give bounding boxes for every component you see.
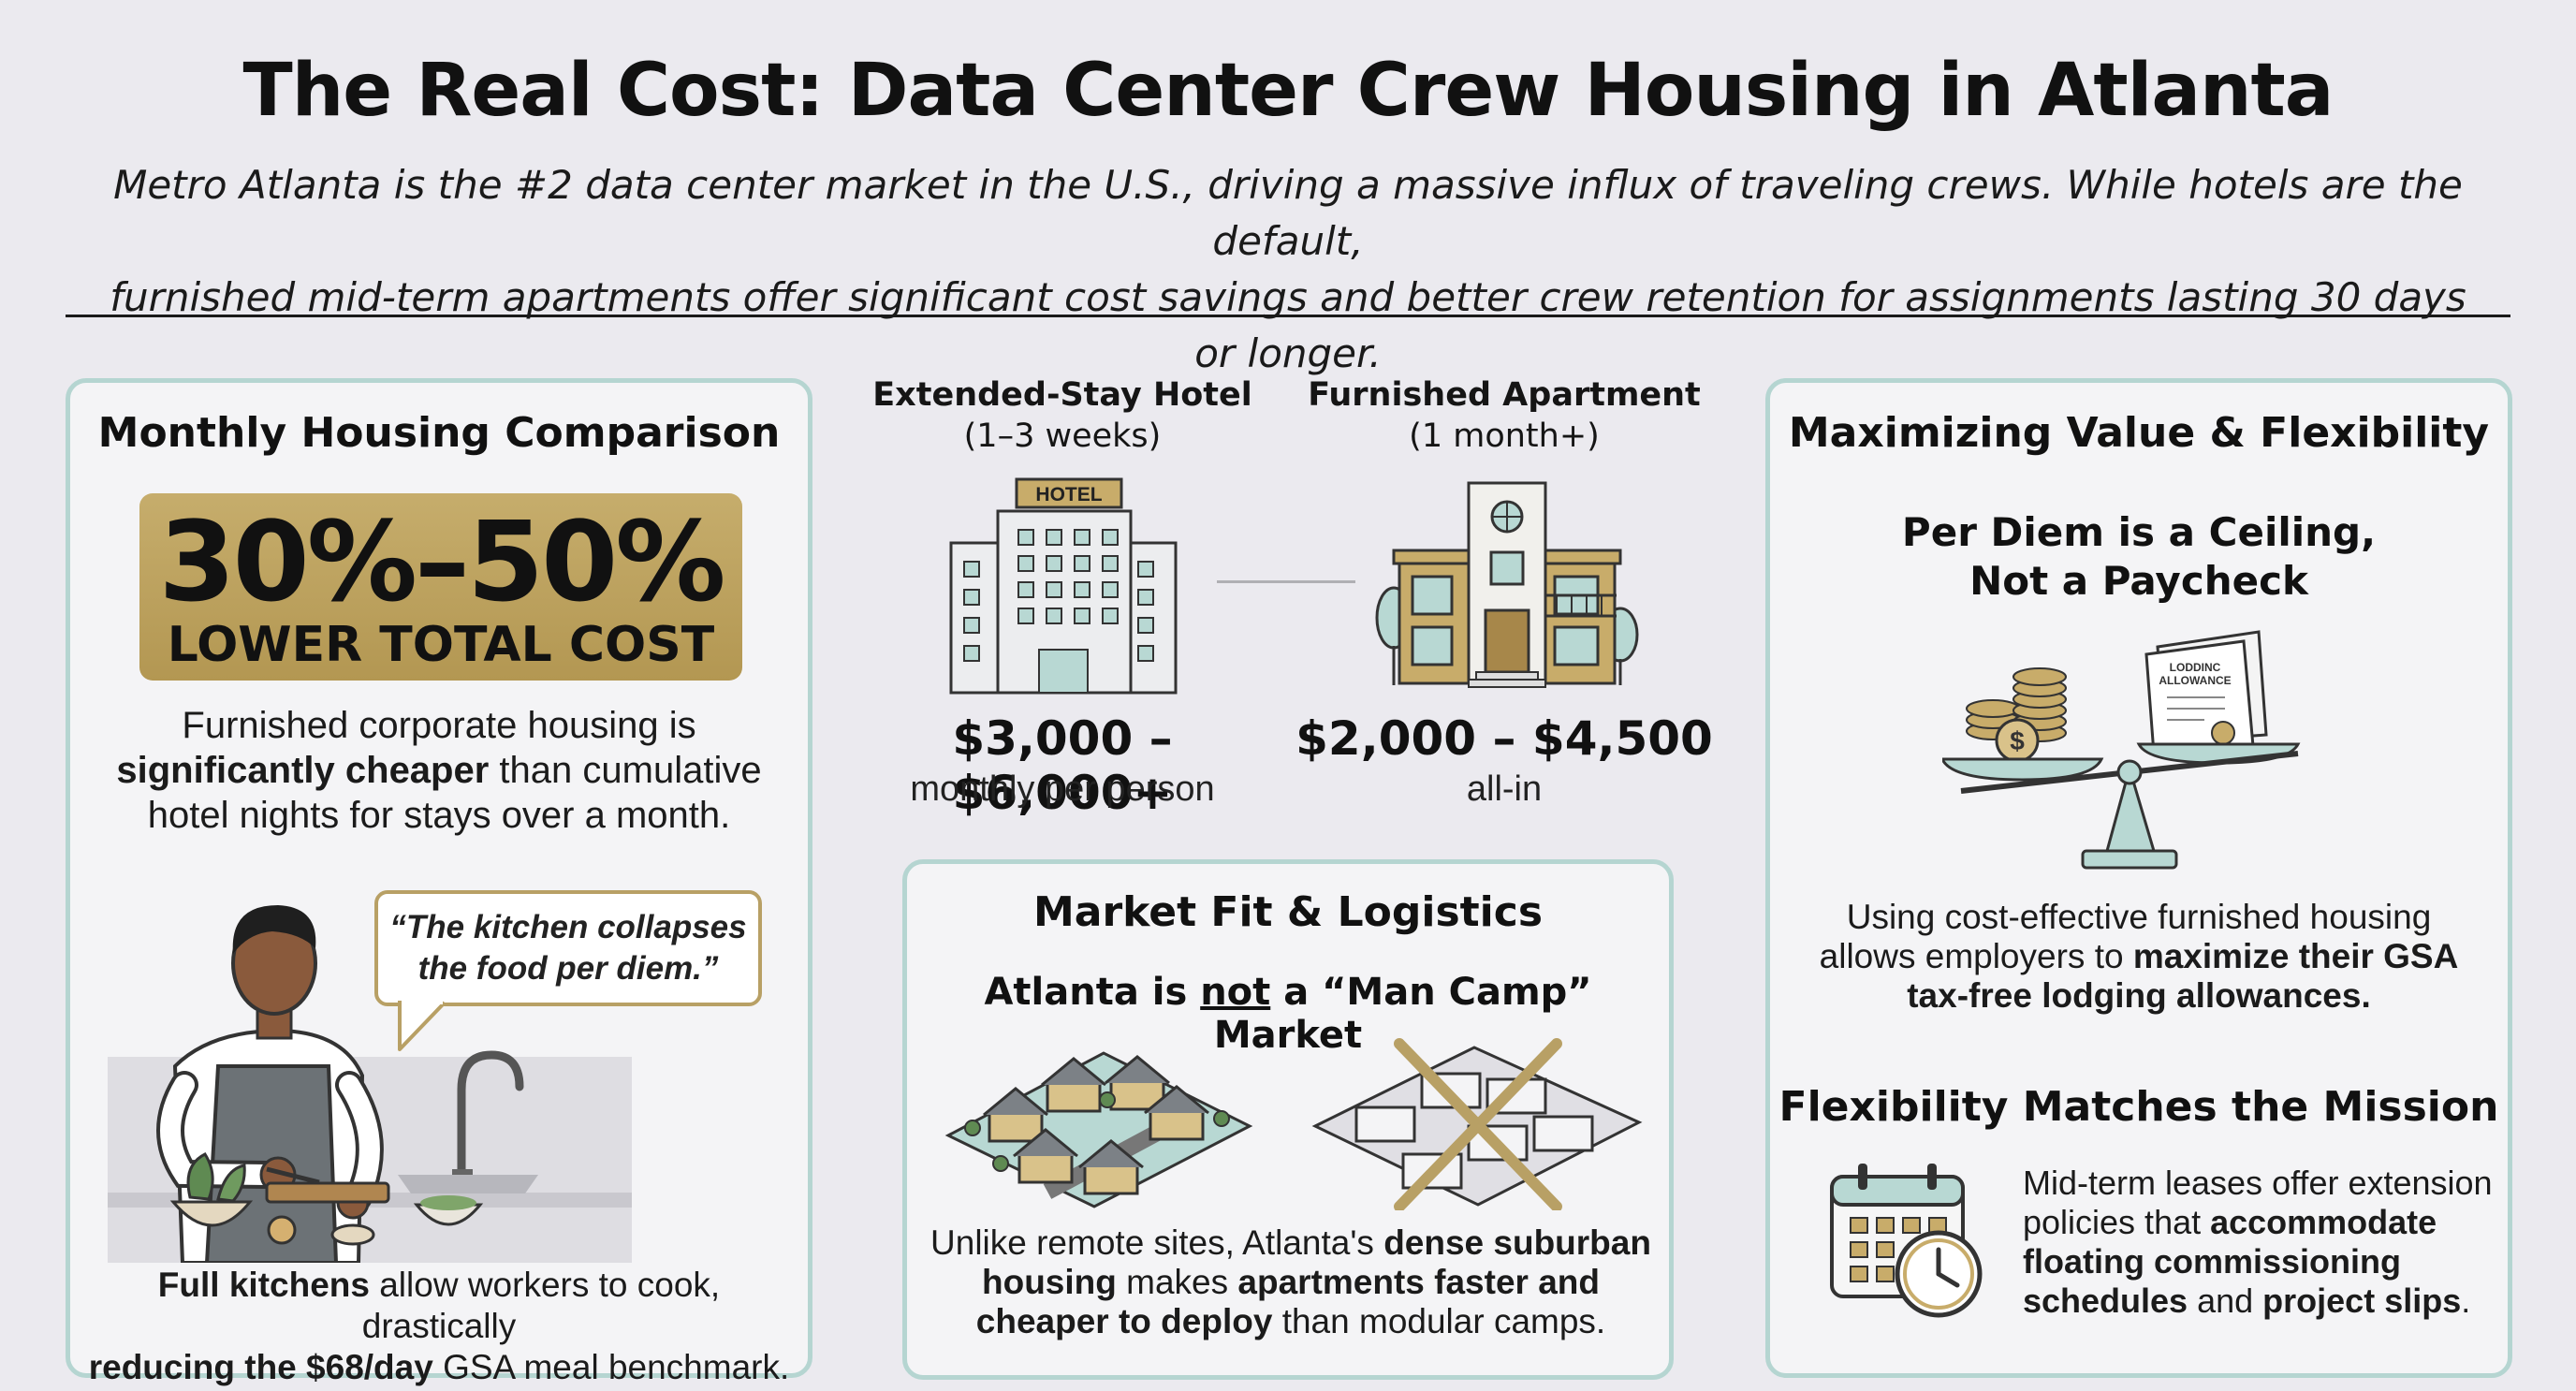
modular-camp-crossed-out-illustration xyxy=(1311,1038,1643,1210)
per-diem-line-1: Per Diem is a Ceiling, xyxy=(1901,509,2377,555)
market-line-2-bold-1: housing xyxy=(982,1263,1117,1301)
desc-line-2: significantly cheaper than cumulative xyxy=(89,748,789,793)
calendar-clock-icon xyxy=(1830,1164,1983,1318)
apartment-building-icon xyxy=(1375,481,1639,688)
flex-line-3-bold: floating commissioning xyxy=(2023,1242,2402,1281)
per-diem-heading: Per Diem is a Ceiling, Not a Paycheck xyxy=(1770,508,2508,606)
savings-percent: 30%–50% xyxy=(158,497,726,626)
apartment-label: Furnished Apartment xyxy=(1308,376,1701,414)
gsa-line-2: allows employers to maximize their GSA xyxy=(1783,937,2495,976)
market-panel-title: Market Fit & Logistics xyxy=(1032,888,1544,936)
hotel-column-header: Extended-Stay Hotel (1–3 weeks) xyxy=(842,374,1282,457)
desc-bold: significantly cheaper xyxy=(116,750,490,791)
gsa-line-3: tax-free lodging allowances. xyxy=(1783,976,2495,1016)
flexibility-description: Mid-term leases offer extension policies… xyxy=(2023,1164,2500,1321)
svg-text:$: $ xyxy=(2010,726,2025,755)
subtitle-line-1: Metro Atlanta is the #2 data center mark… xyxy=(113,162,2463,264)
footer-rest-2: GSA meal benchmark. xyxy=(432,1348,790,1386)
cross-out-stroke-2 xyxy=(1394,1038,1562,1210)
apartment-price: $2,000 – $4,500 xyxy=(1295,711,1713,766)
desc-line-1: Furnished corporate housing is xyxy=(182,705,696,746)
flex-line-4-mid: and xyxy=(2188,1281,2263,1320)
hotel-price-note: monthly per person xyxy=(910,769,1215,809)
flex-line-4-bold-2: project slips xyxy=(2262,1281,2462,1320)
left-panel-footer: Full kitchens allow workers to cook, dra… xyxy=(83,1265,795,1388)
subtitle-line-2: furnished mid-term apartments offer sign… xyxy=(110,274,2466,376)
flex-line-3: floating commissioning xyxy=(2023,1242,2500,1281)
value-flexibility-panel: Maximizing Value & Flexibility Per Diem … xyxy=(1765,378,2512,1378)
hotel-duration: (1–3 weeks) xyxy=(963,417,1162,455)
right-panel-title: Maximizing Value & Flexibility xyxy=(1788,409,2490,457)
footer-rest-1: allow workers to cook, drastically xyxy=(361,1266,721,1345)
market-panel-description: Unlike remote sites, Atlanta's dense sub… xyxy=(916,1223,1665,1341)
market-line-1-pre: Unlike remote sites, Atlanta's xyxy=(930,1223,1384,1262)
savings-label: LOWER TOTAL COST xyxy=(167,617,715,673)
per-diem-line-2: Not a Paycheck xyxy=(1969,558,2308,604)
market-subtitle-post: a “Man Camp” Market xyxy=(1213,971,1592,1057)
gsa-line-2-pre: allows employers to xyxy=(1819,937,2133,975)
footer-bold-1: Full kitchens xyxy=(157,1266,370,1304)
suburban-housing-illustration xyxy=(944,1051,1253,1208)
flexibility-heading: Flexibility Matches the Mission xyxy=(1778,1083,2499,1131)
footer-line-1: Full kitchens allow workers to cook, dra… xyxy=(83,1265,795,1347)
flex-line-2-pre: policies that xyxy=(2023,1203,2211,1241)
footer-line-2: reducing the $68/day GSA meal benchmark. xyxy=(83,1347,795,1388)
savings-highlight-box: 30%–50% LOWER TOTAL COST xyxy=(139,493,742,681)
market-line-2: housing makes apartments faster and xyxy=(916,1263,1665,1302)
desc-rest: than cumulative xyxy=(489,750,762,791)
gsa-line-1: Using cost-effective furnished housing xyxy=(1846,898,2432,936)
flex-line-1: Mid-term leases offer extension xyxy=(2023,1164,2493,1202)
market-panel-subtitle: Atlanta is not a “Man Camp” Market xyxy=(907,971,1669,1057)
flex-line-4-end: . xyxy=(2461,1281,2471,1320)
market-line-3-bold: cheaper to deploy xyxy=(975,1302,1273,1340)
market-line-3-rest: than modular camps. xyxy=(1272,1302,1606,1340)
document-line-1: LODDINC xyxy=(2170,661,2221,674)
market-subtitle-pre: Atlanta is xyxy=(984,971,1201,1014)
flex-line-4: schedules and project slips. xyxy=(2023,1281,2500,1321)
kitchen-quote-bubble: “The kitchen collapses the food per diem… xyxy=(374,890,762,1006)
comparison-connector-line xyxy=(1217,580,1355,583)
flex-line-2: policies that accommodate xyxy=(2023,1203,2500,1242)
monthly-housing-comparison-panel: Monthly Housing Comparison 30%–50% LOWER… xyxy=(66,378,812,1386)
market-subtitle-not: not xyxy=(1200,971,1271,1014)
hotel-price: $3,000 – $6,000+ xyxy=(952,711,1173,820)
quote-line-1: “The kitchen collapses xyxy=(389,909,747,945)
hotel-label: Extended-Stay Hotel xyxy=(872,376,1252,414)
balance-scale-illustration: LODDINC ALLOWANCE $ xyxy=(1942,630,2301,870)
gsa-description: Using cost-effective furnished housing a… xyxy=(1783,898,2495,1016)
document-line-2: ALLOWANCE xyxy=(2159,674,2231,687)
market-line-2-bold-2: apartments faster and xyxy=(1237,1263,1600,1301)
apartment-price-note: all-in xyxy=(1466,769,1543,809)
flex-line-2-bold: accommodate xyxy=(2210,1203,2437,1241)
apartment-duration: (1 month+) xyxy=(1409,417,1600,455)
quote-line-2: the food per diem.” xyxy=(417,950,719,987)
market-line-1-bold: dense suburban xyxy=(1383,1223,1651,1262)
market-line-3: cheaper to deploy than modular camps. xyxy=(916,1302,1665,1341)
hotel-building-icon: HOTEL xyxy=(949,477,1178,695)
gsa-line-3-bold: tax-free lodging allowances. xyxy=(1907,976,2371,1015)
hotel-sign-text: HOTEL xyxy=(1035,484,1102,505)
flex-line-4-bold: schedules xyxy=(2023,1281,2188,1320)
header-divider xyxy=(66,315,2510,317)
market-fit-panel: Market Fit & Logistics Atlanta is not a … xyxy=(902,859,1674,1380)
page-subtitle: Metro Atlanta is the #2 data center mark… xyxy=(94,157,2482,382)
apartment-column-header: Furnished Apartment (1 month+) xyxy=(1294,374,1715,457)
desc-line-3: hotel nights for stays over a month. xyxy=(147,795,731,836)
chef-cooking-illustration xyxy=(108,905,632,1263)
left-panel-description: Furnished corporate housing is significa… xyxy=(89,703,789,838)
footer-bold-2: reducing the $68/day xyxy=(88,1348,433,1386)
gsa-line-2-bold: maximize their GSA xyxy=(2132,937,2459,975)
left-panel-title: Monthly Housing Comparison xyxy=(97,409,781,457)
speech-bubble-tail xyxy=(398,1001,446,1051)
market-line-2-mid: makes xyxy=(1116,1263,1238,1301)
market-line-1: Unlike remote sites, Atlanta's dense sub… xyxy=(916,1223,1665,1263)
page-title: The Real Cost: Data Center Crew Housing … xyxy=(242,49,2334,133)
